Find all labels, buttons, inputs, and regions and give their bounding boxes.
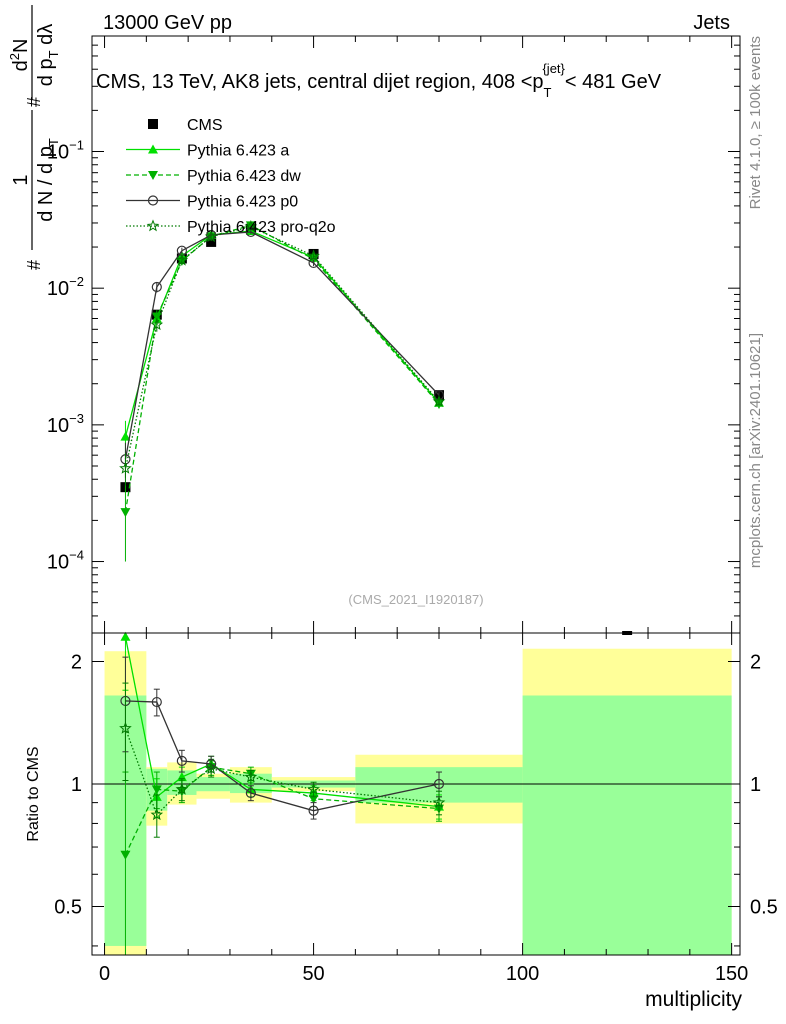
main-panel: 10−4 10−3 10−2 10−1 CMS, 13 TeV, AK8 jets, …	[47, 35, 741, 635]
legend-label: Pythia 6.423 dw	[187, 168, 301, 185]
x-tick-label: 50	[302, 963, 324, 985]
ratio-data-point	[308, 805, 319, 816]
series-line	[124, 224, 440, 513]
y-label-numerator: d2N	[7, 39, 32, 72]
ratio-axes: 0.5 0.5 1 1 2 2 0 50 100 150	[54, 633, 778, 985]
ratio-panel: 0.5 0.5 1 1 2 2 0 50 100 150 Ratio to CMS multipl…	[25, 631, 778, 1011]
series-pythia-6-423-dw	[120, 221, 444, 562]
data-point	[244, 220, 258, 233]
ratio-data-point	[245, 787, 256, 799]
header-left: 13000 GeV pp	[103, 12, 232, 34]
ratio-y-tick-label-right: 0.5	[750, 896, 778, 918]
y-tick-label: 10−1	[47, 138, 84, 164]
data-point	[150, 318, 164, 331]
x-tick-label: 0	[99, 963, 110, 985]
legend-marker	[146, 219, 160, 232]
legend-marker	[148, 171, 158, 180]
x-tick-label: 100	[506, 963, 539, 985]
data-point	[120, 431, 131, 441]
main-title: CMS, 13 TeV, AK8 jets, central dijet reg…	[96, 61, 662, 100]
ratio-data-point	[244, 770, 258, 783]
header-right: Jets	[693, 12, 730, 34]
legend-label: Pythia 6.423 p0	[187, 194, 298, 211]
data-point	[432, 394, 446, 407]
y-tick-label: 10−4	[47, 548, 84, 574]
ratio-y-tick-label-right: 1	[750, 774, 761, 796]
ratio-data-point	[151, 785, 162, 795]
legend-label: Pythia 6.423 pro-q2o	[187, 219, 336, 236]
ratio-data-point	[432, 795, 446, 808]
series-line	[124, 231, 440, 460]
mcplots-label: mcplots.cern.ch [arXiv:2401.10621]	[747, 333, 764, 568]
ratio-uncertainty-bands	[92, 648, 740, 955]
ratio-y-tick-label: 0.5	[54, 896, 82, 918]
y-label-denominator: d N / d pT	[35, 138, 61, 222]
data-point	[120, 508, 131, 518]
legend-entry: CMS	[148, 117, 223, 134]
data-point	[175, 253, 189, 266]
legend-label: Pythia 6.423 a	[187, 143, 289, 160]
rivet-version-label: Rivet 4.1.0, ≥ 100k events	[747, 36, 764, 209]
x-axis-label: multiplicity	[645, 988, 742, 1011]
main-axes: 10−4 10−3 10−2 10−1	[47, 36, 740, 634]
data-point	[151, 312, 162, 322]
ratio-y-label: Ratio to CMS	[25, 746, 42, 841]
legend-marker	[148, 144, 158, 154]
data-point	[206, 236, 217, 247]
ratio-data-point	[175, 782, 189, 795]
ratio-data-point	[204, 762, 218, 775]
plot-title: CMS, 13 TeV, AK8 jets, central dijet reg…	[96, 61, 662, 100]
data-point	[151, 281, 162, 293]
ratio-y-tick-label: 1	[71, 774, 82, 796]
data-point	[119, 461, 132, 474]
legend: CMS Pythia 6.423 a Pythia 6.423 dw Pythia 6…	[126, 117, 336, 236]
ratio-data-point	[151, 696, 162, 708]
series-pythia-6-423-pro-q2o	[119, 220, 446, 486]
ratio-data-point	[150, 808, 164, 821]
y-label-hash: #	[24, 97, 44, 107]
analysis-watermark: (CMS_2021_I1920187)	[348, 592, 483, 607]
ratio-plot-content	[119, 631, 446, 956]
uncertainty-band-inner	[522, 695, 732, 955]
series-pythia-6-423-a	[120, 226, 444, 454]
y-label-hash: #	[24, 260, 44, 270]
legend-entry: Pythia 6.423 p0	[126, 194, 298, 211]
series-cms	[120, 223, 633, 635]
ratio-y-tick-label-right: 2	[750, 652, 761, 674]
ratio-frame	[91, 632, 741, 956]
ratio-data-point	[176, 755, 187, 766]
ratio-data-point	[307, 782, 320, 795]
y-tick-label: 10−3	[47, 411, 84, 437]
series-line	[124, 230, 440, 437]
data-point	[204, 230, 218, 243]
legend-entry: Pythia 6.423 a	[126, 143, 289, 160]
legend-marker	[148, 119, 158, 129]
data-point	[307, 249, 320, 262]
ratio-series-pythia-6-423-pro-q2o	[119, 682, 446, 838]
ratio-data-point	[433, 778, 445, 790]
legend-marker	[147, 195, 159, 206]
legend-entry: Pythia 6.423 pro-q2o	[126, 219, 336, 236]
y-label-denominator: d pT dλ	[35, 24, 61, 86]
ratio-data-point	[120, 850, 131, 860]
legend-label: CMS	[187, 117, 223, 134]
ratio-data-point	[120, 631, 131, 641]
main-plot-content	[119, 220, 633, 635]
y-tick-label: 10−2	[47, 274, 84, 300]
legend-entry: Pythia 6.423 dw	[126, 168, 301, 185]
ratio-data-point	[119, 721, 132, 734]
x-tick-label: 150	[715, 963, 748, 985]
ratio-y-tick-label: 2	[71, 652, 82, 674]
y-label-numerator: 1	[10, 174, 32, 185]
